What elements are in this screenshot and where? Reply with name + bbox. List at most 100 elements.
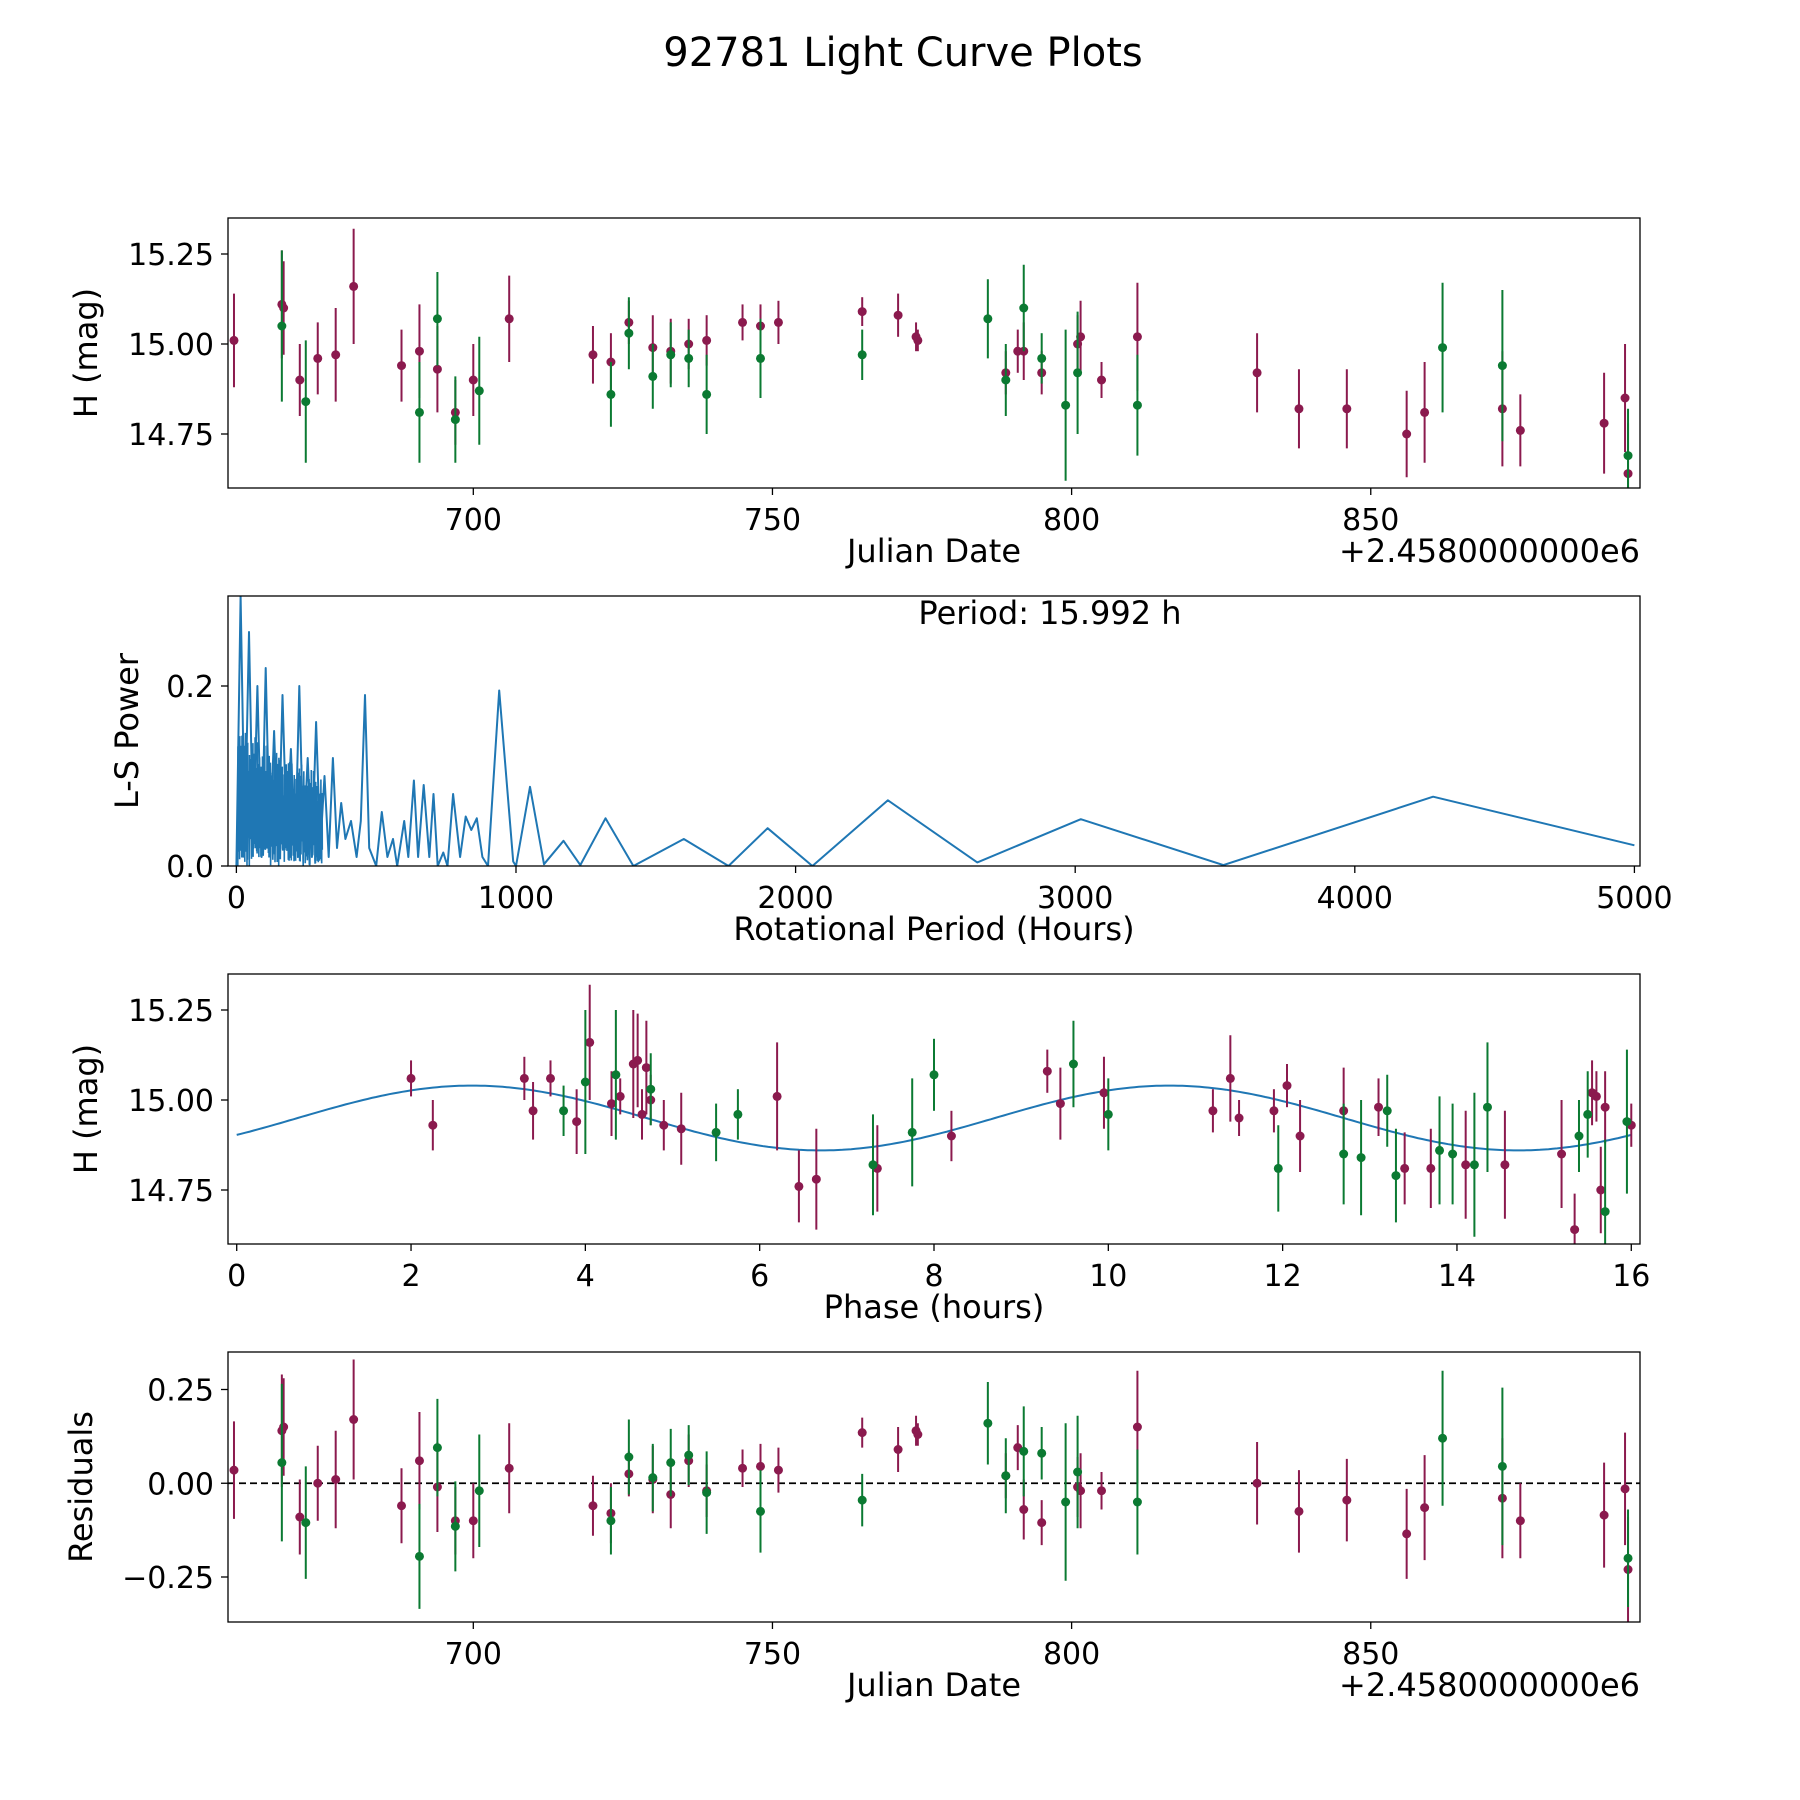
data-point (1339, 1149, 1349, 1159)
data-point (702, 335, 712, 345)
data-point (1557, 1149, 1567, 1159)
data-point (676, 1124, 686, 1134)
x-tick-label: 700 (445, 503, 502, 538)
x-tick-label: 800 (1043, 1637, 1100, 1672)
data-point (585, 1037, 595, 1047)
data-point (913, 335, 923, 345)
x-tick-label: 4 (576, 1259, 595, 1294)
data-point (1497, 1461, 1507, 1471)
data-point (1356, 1153, 1366, 1163)
data-point (1097, 375, 1107, 385)
data-point (414, 1456, 424, 1466)
x-tick-label: 10 (1089, 1259, 1127, 1294)
data-point (794, 1181, 804, 1191)
data-point (1620, 1484, 1630, 1494)
data-point (1374, 1102, 1384, 1112)
series-g-band (277, 1370, 1633, 1609)
data-point (633, 1055, 643, 1065)
data-point (1600, 1102, 1610, 1112)
data-point (1001, 1471, 1011, 1481)
data-point (1482, 1102, 1492, 1112)
data-point (702, 1488, 712, 1498)
data-point (1620, 393, 1630, 403)
axes-frame (227, 217, 1641, 489)
data-point (907, 1127, 917, 1137)
series-r-band (406, 984, 1636, 1244)
data-point (580, 1077, 590, 1087)
panel-periodogram: 0 1000 2000 3000 4000 5000 0.0 0.2 Rotational Pe… (108, 594, 1673, 948)
data-point (857, 307, 867, 317)
plot-area (236, 984, 1636, 1244)
data-point (295, 1512, 305, 1522)
data-point (1382, 1106, 1392, 1116)
fit-curve (236, 1084, 1632, 1152)
data-point (1515, 425, 1525, 435)
data-point (331, 1475, 341, 1484)
data-point (615, 1091, 625, 1101)
data-point (528, 1106, 538, 1116)
data-point (1342, 1495, 1352, 1505)
data-point (1342, 404, 1352, 414)
y-tick-label: 0.2 (166, 670, 214, 705)
data-point (857, 1495, 867, 1505)
data-point (1019, 303, 1029, 313)
data-point (1570, 1225, 1580, 1235)
data-point (637, 1109, 647, 1119)
y-axis-label: H (mag) (67, 288, 105, 418)
data-point (1269, 1106, 1279, 1116)
data-point (1019, 1446, 1029, 1456)
data-point (1426, 1163, 1436, 1173)
data-point (474, 386, 484, 396)
data-point (432, 364, 442, 374)
data-point (684, 353, 694, 363)
data-point (1574, 1131, 1584, 1141)
data-point (1097, 1486, 1107, 1496)
data-point (1208, 1106, 1218, 1116)
data-point (773, 317, 783, 327)
data-point (545, 1073, 555, 1083)
data-point (277, 1458, 287, 1468)
data-point (1438, 1433, 1448, 1443)
x-axis-label: Rotational Period (Hours) (733, 910, 1134, 948)
data-point (468, 375, 478, 385)
y-tick-label: 14.75 (128, 418, 214, 453)
data-point (606, 1516, 616, 1526)
x-tick-label: 2000 (757, 881, 833, 916)
panel-lightcurve: 700 750 800 850 14.75 15.00 15.25 Julian Date H … (67, 217, 1641, 570)
data-point (349, 1415, 359, 1424)
x-tick-label: 8 (924, 1259, 943, 1294)
data-point (572, 1117, 582, 1127)
data-point (755, 353, 765, 363)
data-point (301, 1518, 311, 1528)
data-point (857, 350, 867, 360)
data-point (646, 1084, 656, 1094)
x-tick-label: 750 (744, 1637, 801, 1672)
data-point (1132, 1497, 1142, 1507)
data-point (229, 335, 239, 345)
x-tick-label: 700 (445, 1637, 502, 1672)
data-point (279, 303, 289, 313)
data-point (1461, 1160, 1471, 1170)
axes-frame (227, 595, 1641, 867)
data-point (1596, 1185, 1606, 1195)
data-point (1282, 1081, 1292, 1091)
data-point (1068, 1059, 1078, 1069)
data-point (755, 1506, 765, 1516)
plot-area (235, 596, 1635, 866)
data-point (666, 1458, 676, 1468)
data-point (1295, 1131, 1305, 1141)
data-point (1042, 1066, 1052, 1076)
data-point (1273, 1163, 1283, 1173)
data-point (295, 375, 305, 385)
y-tick-label: 0.00 (147, 1467, 214, 1502)
data-point (474, 1486, 484, 1496)
data-point (641, 1063, 651, 1073)
data-point (1073, 1467, 1083, 1477)
data-point (349, 281, 359, 291)
power-line-dense (237, 732, 324, 866)
data-point (313, 353, 323, 363)
x-tick-label: 14 (1438, 1259, 1476, 1294)
